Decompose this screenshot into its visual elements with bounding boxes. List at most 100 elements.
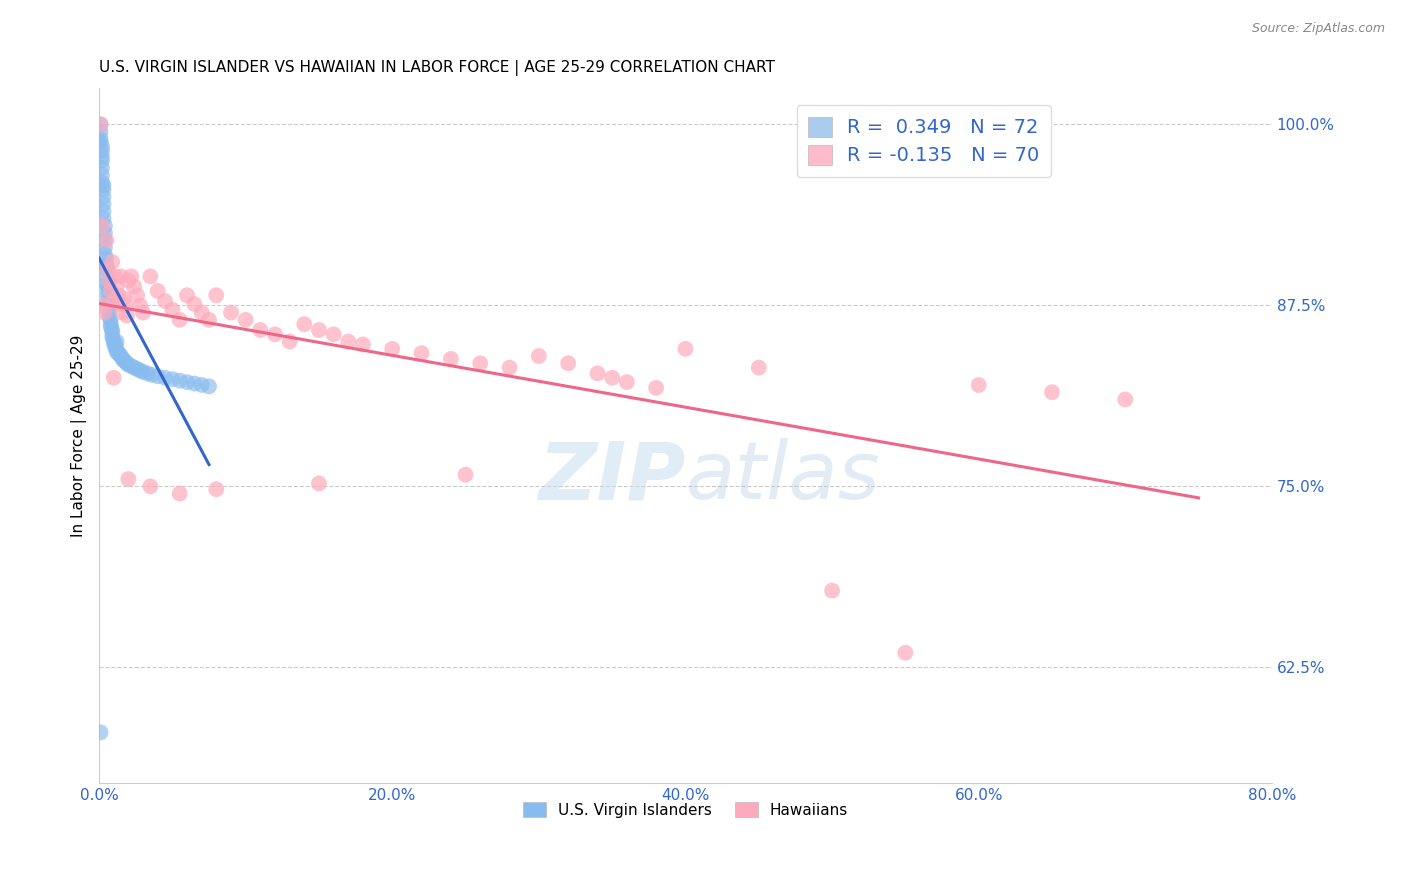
Point [675,342,697,356]
Point [308,323,330,337]
Point [93,197,115,211]
Point [89,725,111,739]
Point [498,360,520,375]
Point [91,139,114,153]
Point [89,135,111,149]
Point [94,219,117,233]
Point [129,363,152,377]
Point [114,355,136,369]
Point [97,288,120,302]
Point [112,353,135,368]
Point [645,381,668,395]
Point [586,367,609,381]
Point [97,293,120,308]
Point [249,323,271,337]
Point [93,211,115,226]
Point [94,226,117,240]
Point [94,240,117,254]
Point [105,334,128,349]
Point [100,313,122,327]
Point [440,351,463,366]
Point [89,118,111,132]
Point [110,269,132,284]
Point [91,175,114,189]
Point [122,279,145,293]
Point [96,258,118,272]
Point [120,269,142,284]
Point [100,284,122,298]
Point [141,368,163,382]
Point [112,291,135,305]
Point [132,305,155,319]
Point [104,269,127,284]
Point [98,297,121,311]
Point [616,375,638,389]
Point [91,219,114,233]
Point [292,317,315,331]
Point [411,346,433,360]
Point [190,305,212,319]
Point [894,646,917,660]
Point [1114,392,1136,407]
Point [93,190,115,204]
Point [97,279,120,293]
Point [96,233,118,247]
Text: U.S. VIRGIN ISLANDER VS HAWAIIAN IN LABOR FORCE | AGE 25-29 CORRELATION CHART: U.S. VIRGIN ISLANDER VS HAWAIIAN IN LABO… [98,60,775,76]
Text: Source: ZipAtlas.com: Source: ZipAtlas.com [1251,22,1385,36]
Point [91,153,114,168]
Point [91,149,114,163]
Point [136,367,159,381]
Point [104,340,127,354]
Point [153,293,176,308]
Point [96,262,118,277]
Point [107,346,129,360]
Point [527,349,550,363]
Point [96,252,118,266]
Point [219,305,242,319]
Point [381,342,404,356]
Point [105,279,128,293]
Point [967,378,990,392]
Point [322,327,344,342]
Point [162,372,184,386]
Point [117,358,139,372]
Point [352,337,374,351]
Point [115,356,138,370]
Point [278,334,301,349]
Point [110,349,132,363]
Point [97,284,120,298]
Point [176,288,198,302]
Point [101,255,124,269]
Text: atlas: atlas [686,438,880,516]
Point [101,323,124,337]
Point [108,348,131,362]
Point [91,144,114,158]
Point [96,269,118,284]
Point [93,298,115,312]
Point [100,320,122,334]
Point [162,302,184,317]
Point [94,248,117,262]
Point [101,326,124,340]
Point [115,309,138,323]
Point [89,118,111,132]
Point [198,379,221,393]
Point [97,262,120,277]
Point [103,370,125,384]
Point [98,310,121,324]
Point [169,374,191,388]
Point [235,313,257,327]
Point [98,301,121,316]
Point [120,359,142,374]
Point [107,288,129,302]
Point [198,313,221,327]
Point [103,336,125,351]
Point [100,317,122,331]
Point [108,297,131,311]
Point [114,298,136,312]
Point [89,125,111,139]
Point [205,482,228,496]
Point [127,362,149,376]
Point [470,356,492,370]
Point [105,344,128,359]
